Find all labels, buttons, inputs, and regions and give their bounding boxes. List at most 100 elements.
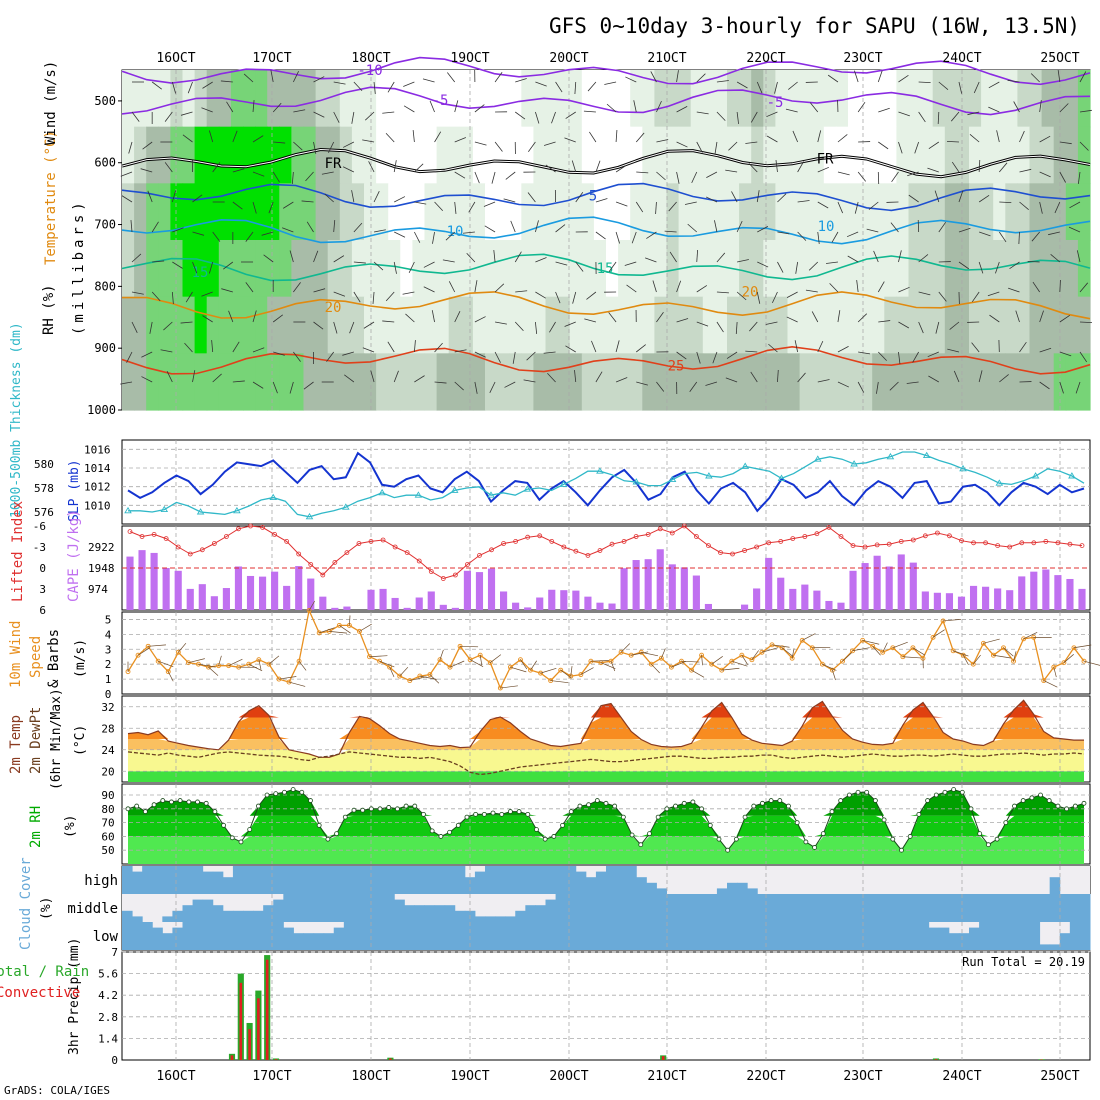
cloud-bar <box>434 922 446 950</box>
cloud-bar <box>928 927 940 950</box>
wind-barb <box>714 141 718 154</box>
rh-cell <box>460 70 474 128</box>
wind-speed-point <box>518 657 523 663</box>
wind-barb <box>120 381 133 385</box>
rh-cell <box>388 296 401 354</box>
wind-barb <box>736 291 747 301</box>
rh-cell <box>618 240 631 298</box>
cloud-bar <box>646 894 657 922</box>
pressure-tick-label: 700 <box>94 218 116 232</box>
li-point <box>898 539 904 544</box>
rh-cell <box>678 126 692 184</box>
cape-tick-label: 2922 <box>88 541 115 554</box>
cloud-bar <box>757 894 768 922</box>
cape-bar <box>933 592 941 610</box>
cape-bar <box>692 575 700 610</box>
cloud-bar <box>545 866 557 894</box>
cloud-bar <box>958 894 970 922</box>
series-line <box>127 451 1085 513</box>
wind-barb <box>1039 100 1042 113</box>
li-tick-label: 0 <box>39 562 46 575</box>
rh-cell <box>751 240 764 298</box>
rh-cell <box>243 70 256 128</box>
cloud-bar <box>646 882 657 894</box>
wind-tick-label: 4 <box>105 628 112 641</box>
cloud-bar <box>696 922 708 950</box>
rh-cell <box>364 183 377 241</box>
li-point <box>332 560 338 565</box>
rh-point <box>247 827 253 832</box>
wind-barb <box>842 652 852 662</box>
cloud-level-label: low <box>93 929 119 945</box>
wind-barb <box>535 220 539 233</box>
precip-axis-label: 3hr Precip (mm) <box>67 938 82 1055</box>
wind-barb <box>226 101 234 113</box>
rh-cell <box>944 353 958 411</box>
rh-cell <box>763 240 776 298</box>
wind-barb <box>429 674 440 684</box>
contour-label: 5 <box>589 189 597 205</box>
cloud-bar <box>626 894 637 922</box>
rh-point <box>507 809 513 814</box>
cloud-bar <box>333 894 345 922</box>
wind-barb <box>898 321 910 329</box>
wind-barb <box>192 370 196 383</box>
cloud-bar <box>686 894 698 922</box>
wind-barb <box>1032 281 1040 293</box>
wind-barb <box>359 623 372 632</box>
cape-bar <box>801 584 809 610</box>
wind-barb <box>405 313 415 323</box>
wind-barb <box>164 162 173 173</box>
wind-barb <box>1013 651 1017 662</box>
temp-axis-label: Temperature (°C) <box>43 130 59 265</box>
thickness-point <box>233 506 241 514</box>
rh-cell <box>243 126 256 184</box>
wind-barb <box>777 231 790 235</box>
rh-cell <box>932 126 946 184</box>
wind-barb <box>706 171 718 178</box>
wind-barb <box>514 251 522 263</box>
wind-barb <box>220 80 233 83</box>
wind-barb-axis-label: & Barbs <box>46 629 62 688</box>
rh-cell <box>823 240 837 298</box>
rh-cell <box>581 353 595 411</box>
cloud-bar <box>505 922 516 950</box>
rh-cell <box>884 240 897 298</box>
wind-barb <box>140 168 153 173</box>
cloud-bar <box>1069 922 1081 950</box>
rh-cell <box>303 183 317 241</box>
rh-cell <box>799 126 813 184</box>
wind-barb <box>342 351 354 356</box>
cloud-bar <box>162 866 173 894</box>
rh-cell <box>472 70 486 128</box>
rh-cell <box>860 126 873 184</box>
rh-point <box>820 831 826 837</box>
wind-barb <box>1039 135 1051 143</box>
wind-barb <box>768 343 778 353</box>
wind-speed-point <box>578 672 584 678</box>
temp-tick-label: 32 <box>101 701 114 714</box>
wind-barb <box>252 171 265 177</box>
wind-barb <box>691 669 705 678</box>
wind-barb <box>794 340 799 353</box>
rh-point <box>1064 806 1070 812</box>
wind-barb <box>918 321 924 334</box>
wind-speed-point <box>1021 636 1027 642</box>
cloud-bar <box>999 922 1010 950</box>
cloud-bar <box>293 933 304 950</box>
rh-cell <box>811 240 825 298</box>
rh-cell <box>1065 126 1079 184</box>
rh-cell <box>303 126 317 184</box>
rh-cell <box>472 296 486 354</box>
cape-bar <box>150 552 158 610</box>
wind-barb <box>914 141 920 154</box>
wind-barb <box>1054 201 1061 214</box>
contour-label: -10 <box>357 63 382 79</box>
cloud-bar <box>132 871 143 894</box>
rh-point <box>142 809 148 814</box>
rh-cell <box>364 353 377 411</box>
cloud-bar <box>182 905 194 922</box>
wind-barb <box>918 81 931 84</box>
li-point <box>139 534 145 539</box>
